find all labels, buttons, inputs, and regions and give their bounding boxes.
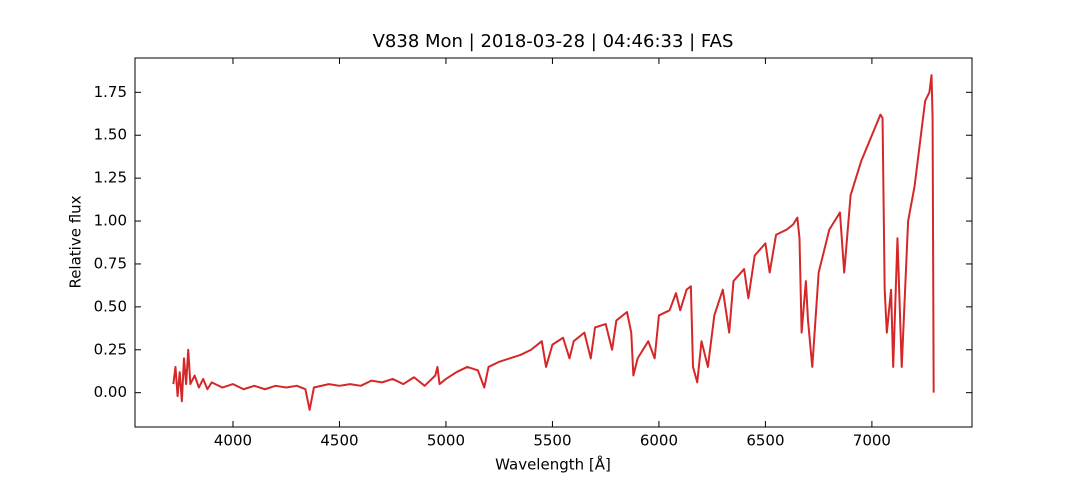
y-tick-label: 0.25 bbox=[94, 340, 127, 358]
chart-title: V838 Mon | 2018-03-28 | 04:46:33 | FAS bbox=[373, 31, 734, 52]
x-tick-label: 6500 bbox=[746, 432, 784, 450]
x-tick-label: 5500 bbox=[533, 432, 571, 450]
y-tick-label: 1.50 bbox=[94, 126, 127, 144]
x-tick-label: 4500 bbox=[320, 432, 358, 450]
x-tick-label: 7000 bbox=[853, 432, 891, 450]
x-tick-label: 5000 bbox=[427, 432, 465, 450]
x-tick-label: 6000 bbox=[640, 432, 678, 450]
spectrum-line bbox=[172, 74, 935, 411]
y-tick-label: 1.25 bbox=[94, 169, 127, 187]
y-axis-label: Relative flux bbox=[67, 195, 85, 288]
plot-frame bbox=[134, 57, 973, 428]
x-tick-label: 4000 bbox=[214, 432, 252, 450]
y-tick-label: 0.75 bbox=[94, 254, 127, 272]
y-tick-label: 0.00 bbox=[94, 383, 127, 401]
y-tick-label: 1.75 bbox=[94, 83, 127, 101]
x-axis-label: Wavelength [Å] bbox=[495, 455, 611, 474]
y-tick-label: 1.00 bbox=[94, 212, 127, 230]
y-tick-label: 0.50 bbox=[94, 297, 127, 315]
